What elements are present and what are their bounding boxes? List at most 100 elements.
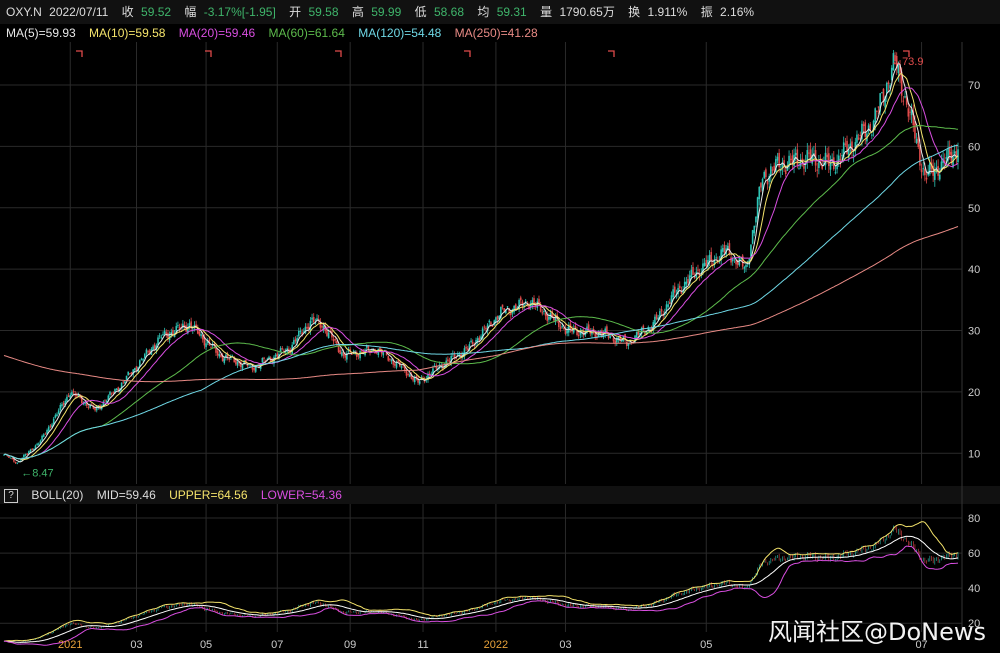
candle-body	[483, 326, 486, 328]
candle-body	[784, 170, 787, 175]
candle-body	[496, 316, 499, 320]
candle-body	[869, 123, 872, 132]
candle-body	[413, 377, 416, 383]
candle-body	[6, 454, 9, 457]
candle-body	[680, 290, 683, 294]
candle-body	[553, 318, 555, 321]
ticker: OXY.N	[6, 5, 42, 19]
volume-value: 1790.65万	[559, 5, 615, 19]
candle-body	[750, 244, 752, 258]
boll-upper: UPPER=64.56	[169, 488, 248, 502]
candle-body	[728, 243, 731, 255]
candle-body	[861, 123, 863, 140]
candle-body	[937, 166, 939, 176]
candle-body	[258, 363, 260, 368]
candle-body	[355, 352, 358, 357]
candle-body	[430, 374, 433, 376]
candle-body	[390, 359, 393, 362]
candle-body	[761, 178, 764, 191]
candle-body	[150, 348, 153, 355]
y-tick-label: 60	[968, 141, 980, 153]
candle-body	[712, 263, 714, 266]
candle-body	[473, 344, 476, 346]
candle-body	[95, 406, 98, 411]
candle-body	[682, 290, 684, 293]
candle-body	[337, 344, 340, 353]
candle-body	[370, 349, 373, 351]
candle-body	[438, 364, 441, 367]
candle-body	[627, 343, 630, 346]
candle-body	[16, 462, 19, 464]
candle-body	[919, 145, 921, 166]
period-marker	[608, 50, 615, 57]
candle-body	[283, 350, 285, 354]
candle-body	[72, 391, 75, 393]
x-tick-label: 2022	[484, 639, 508, 651]
candle-body	[831, 159, 833, 162]
candle-body	[683, 281, 686, 290]
candle-body	[884, 96, 886, 108]
candle-body	[768, 176, 770, 182]
candle-body	[100, 405, 103, 410]
candle-body	[125, 375, 128, 381]
candle-body	[617, 337, 620, 341]
candle-body	[950, 151, 953, 164]
candle-body	[789, 158, 792, 160]
candle-body	[829, 162, 832, 170]
candle-body	[927, 171, 929, 176]
candle-body	[597, 332, 600, 338]
candle-body	[389, 358, 391, 360]
candle-body	[160, 337, 163, 339]
candle-body	[650, 327, 653, 330]
candle-body	[352, 351, 355, 353]
candle-body	[236, 361, 239, 366]
candle-body	[129, 373, 131, 375]
candle-body	[803, 165, 805, 169]
candle-body	[859, 135, 862, 137]
candle-body	[198, 331, 201, 336]
candle-body	[215, 347, 217, 353]
candle-body	[266, 358, 269, 360]
candle-body	[435, 366, 438, 369]
candle-body	[112, 392, 115, 394]
candle-body	[153, 344, 156, 349]
candle-body	[334, 339, 337, 341]
candle-body	[195, 324, 197, 327]
candle-body	[904, 96, 906, 98]
candle-body	[102, 401, 105, 407]
candle-body	[119, 388, 121, 393]
candle-body	[813, 153, 815, 155]
candle-body	[347, 349, 350, 352]
low-value: 58.68	[433, 5, 464, 19]
candle-body	[688, 275, 691, 284]
high-value: 59.99	[371, 5, 402, 19]
candle-body	[104, 400, 106, 402]
candle-body	[33, 449, 35, 451]
candle-body	[455, 358, 457, 360]
candle-body	[778, 152, 780, 168]
candle-body	[155, 345, 158, 351]
help-icon[interactable]: ?	[4, 488, 18, 503]
candle-body	[298, 330, 300, 337]
period-marker	[464, 50, 471, 57]
candle-body	[584, 331, 587, 336]
candle-body	[66, 396, 68, 402]
candle-body	[26, 453, 28, 455]
candle-body	[806, 150, 809, 163]
candle-body	[544, 313, 547, 316]
candle-body	[52, 418, 55, 425]
candle-body	[609, 336, 611, 339]
candle-body	[705, 259, 708, 266]
candle-body	[394, 363, 396, 366]
candle-body	[110, 393, 113, 395]
candle-body	[915, 139, 918, 143]
candle-body	[440, 365, 443, 367]
candle-body	[942, 158, 944, 163]
candle-body	[755, 216, 757, 223]
candle-body	[24, 454, 27, 456]
candle-body	[372, 348, 375, 351]
candle-body	[788, 155, 790, 167]
candle-body	[899, 64, 901, 75]
candle-body	[81, 396, 83, 404]
